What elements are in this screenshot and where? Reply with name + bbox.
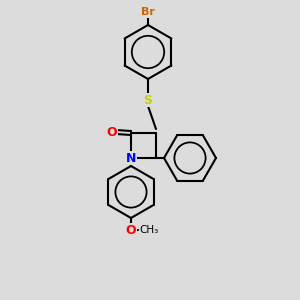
Text: S: S xyxy=(143,94,152,106)
Text: O: O xyxy=(126,224,136,236)
Text: O: O xyxy=(107,125,117,139)
Text: Br: Br xyxy=(141,7,155,17)
Text: CH₃: CH₃ xyxy=(139,225,158,235)
Text: N: N xyxy=(126,152,136,164)
